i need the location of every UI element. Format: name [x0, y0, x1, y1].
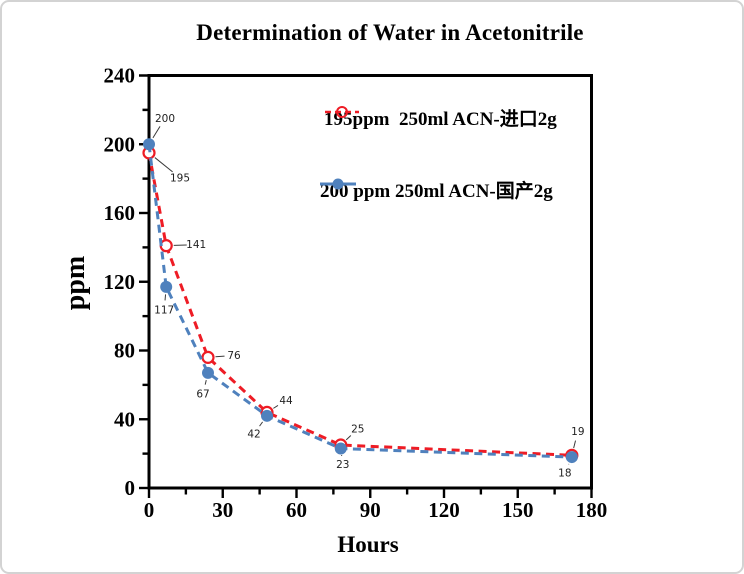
- series-1-leader-0: [152, 126, 161, 139]
- series-1-leader-2: [204, 380, 207, 385]
- chart-title: Determination of Water in Acetonitrile: [196, 20, 584, 45]
- series-0-leader-0: [154, 157, 173, 173]
- series-1-marker-2: [202, 366, 214, 379]
- legend-label-imported: 195ppm 250ml ACN-进口2g: [324, 109, 557, 130]
- series-1-marker-0: [143, 138, 155, 151]
- legend-marker-red-dashed-open-circle: [325, 106, 359, 118]
- series-1-leader-3: [259, 421, 264, 427]
- series-1-line: [147, 144, 572, 459]
- series-1-data-label-4: 23: [336, 459, 349, 471]
- series-1-data-label-1: 117: [154, 304, 174, 316]
- y-tick-label: 120: [104, 270, 136, 294]
- series-0-leader-2: [215, 355, 225, 358]
- x-axis-title: Hours: [337, 532, 399, 557]
- x-tick-label: 0: [144, 498, 155, 522]
- series-0-line: [147, 152, 572, 457]
- series-1-leader-1: [164, 294, 167, 301]
- series-0-data-label-5: 19: [571, 426, 584, 438]
- series-0-leader-4: [345, 435, 352, 441]
- x-tick-label: 90: [360, 498, 381, 522]
- series-0-leader-3: [273, 405, 279, 409]
- x-tick-label: 150: [502, 498, 534, 522]
- series-0-data-label-0: 195: [170, 172, 190, 184]
- series-1-data-label-3: 42: [247, 428, 260, 440]
- y-tick-label: 200: [104, 132, 136, 156]
- legend-item-imported: 195ppm 250ml ACN-进口2g: [324, 104, 557, 131]
- series-1-data-label-5: 18: [558, 468, 571, 480]
- legend-marker-blue-filled-circle: [320, 178, 356, 190]
- axis-box: [147, 74, 593, 490]
- series-1-data-label-2: 67: [196, 388, 209, 400]
- x-tick-label: 180: [576, 498, 608, 522]
- series-1-marker-1: [160, 280, 173, 293]
- series-1-data-label-0: 200: [155, 113, 175, 125]
- series-1-marker-3: [261, 409, 273, 422]
- legend-item-domestic: 200 ppm 250ml ACN-国产2g: [320, 176, 553, 203]
- series-0-data-label-2: 76: [227, 350, 241, 362]
- y-tick-label: 40: [114, 407, 135, 431]
- y-tick-label: 80: [114, 339, 135, 363]
- x-tick-label: 30: [212, 498, 233, 522]
- series-0-marker-2: [201, 350, 215, 364]
- series-0-data-label-4: 25: [351, 424, 364, 436]
- y-tick-label: 0: [125, 476, 136, 500]
- legend-label-domestic: 200 ppm 250ml ACN-国产2g: [320, 181, 553, 202]
- series-1-marker-4: [334, 442, 347, 455]
- series-0-data-label-1: 141: [186, 239, 206, 251]
- series-1-marker-5: [565, 451, 578, 464]
- series-0-leader-5: [573, 440, 577, 449]
- x-tick-label: 60: [286, 498, 307, 522]
- y-tick-label: 240: [104, 64, 136, 88]
- y-tick-label: 160: [104, 201, 136, 225]
- series-0-data-label-3: 44: [279, 395, 293, 407]
- x-tick-label: 120: [428, 498, 460, 522]
